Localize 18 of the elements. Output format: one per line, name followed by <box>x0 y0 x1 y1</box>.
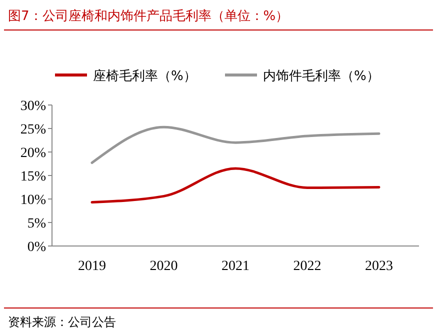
x-tick-label: 2023 <box>365 259 393 274</box>
y-tick-label: 25% <box>20 122 46 138</box>
x-tick-label: 2021 <box>222 259 250 274</box>
y-tick-label: 30% <box>20 99 46 114</box>
x-tick-label: 2020 <box>150 259 178 274</box>
y-tick-label: 0% <box>27 240 46 255</box>
y-tick-label: 20% <box>20 146 46 161</box>
chart-title: 图7：公司座椅和内饰件产品毛利率（单位：%） <box>8 8 289 24</box>
y-tick-label: 15% <box>20 170 46 184</box>
x-tick-label: 2019 <box>78 259 106 274</box>
line-series <box>90 126 380 164</box>
line-series <box>90 167 380 204</box>
legend-label: 内饰件毛利率（%） <box>263 68 380 84</box>
text: 资料来源：公司公告 <box>8 315 116 329</box>
y-tick-label: 5% <box>27 216 46 232</box>
legend-label: 座椅毛利率（%） <box>93 68 196 84</box>
y-tick-label: 10% <box>20 193 46 208</box>
x-tick-label: 2022 <box>293 259 322 274</box>
